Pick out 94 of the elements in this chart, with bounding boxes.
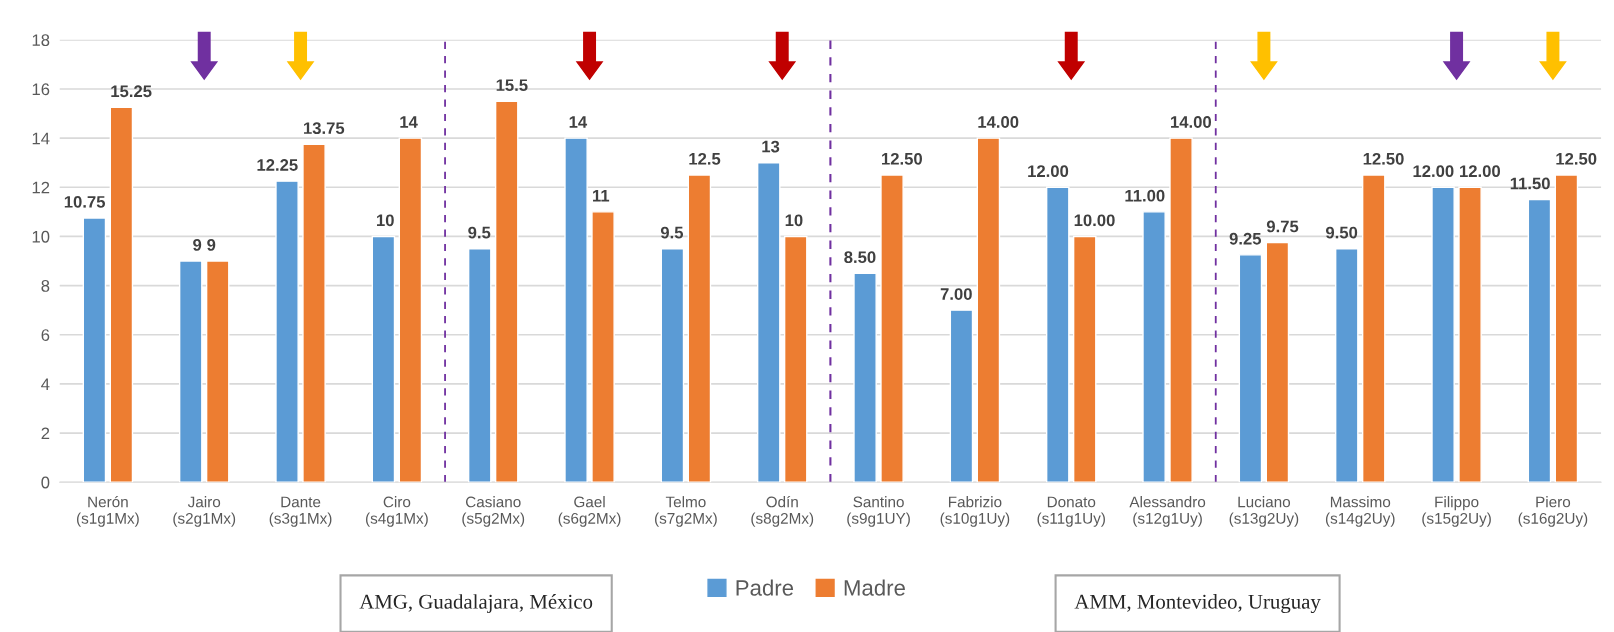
- bar: [783, 235, 808, 483]
- data-label: 12.5: [689, 152, 721, 165]
- x-tick-label: Alessandro (s12g1Uy): [1129, 496, 1206, 527]
- data-label: 9.5: [660, 226, 684, 239]
- data-label: 10: [785, 214, 803, 227]
- data-label: 9.50: [1325, 226, 1358, 239]
- bar: [467, 248, 492, 483]
- data-label: 15.25: [111, 85, 152, 98]
- bar: [494, 100, 519, 483]
- data-label: 9.75: [1266, 220, 1299, 233]
- bar: [275, 180, 299, 483]
- bar: [591, 211, 615, 483]
- x-tick-label: Dante (s3g1Mx): [269, 496, 332, 527]
- x-tick-label: Nerón (s1g1Mx): [77, 495, 139, 527]
- data-label: 12.00: [1460, 165, 1501, 178]
- bar: [398, 137, 423, 483]
- bar: [880, 174, 904, 483]
- bar: [178, 260, 203, 483]
- x-tick-label: Filippo (s15g2Uy): [1422, 496, 1491, 527]
- x-tick-label: Donato (s11g1Uy): [1037, 496, 1105, 527]
- bar: [976, 137, 1001, 483]
- y-tick-label: 2: [41, 427, 50, 440]
- bar: [1334, 248, 1359, 483]
- x-tick-label: Telmo (s7g2Mx): [655, 496, 717, 527]
- bar: [949, 309, 974, 483]
- data-label: 13: [762, 140, 780, 153]
- data-label: 9: [193, 238, 202, 251]
- bar: [109, 106, 134, 483]
- bar: [756, 162, 781, 483]
- bar: [1265, 241, 1290, 483]
- data-label: 11.00: [1125, 189, 1165, 202]
- bar: [1238, 254, 1263, 483]
- data-label: 11: [593, 189, 610, 202]
- data-label: 11.50: [1510, 177, 1550, 190]
- bar: [1431, 186, 1455, 483]
- text: AMG, Guadalajara, México: [359, 594, 593, 614]
- bar: [1527, 198, 1552, 483]
- data-label: 15.5: [496, 79, 528, 92]
- data-label: 10.75: [64, 195, 106, 208]
- bar: [1458, 186, 1482, 483]
- bar: [853, 272, 877, 483]
- data-label: 14: [569, 116, 588, 128]
- data-label: 9.25: [1229, 232, 1262, 245]
- data-label: 12.50: [1363, 152, 1404, 165]
- data-label: 12.25: [257, 159, 298, 171]
- data-label: 12.00: [1028, 165, 1069, 178]
- x-tick-label: Casiano (s5g2Mx): [462, 496, 525, 527]
- bar: [1361, 174, 1386, 483]
- bar: [1045, 186, 1070, 483]
- bar: [1072, 235, 1097, 483]
- bar: [687, 174, 712, 483]
- x-tick-label: Piero (s16g2Uy): [1518, 496, 1588, 527]
- x-tick-label: Massimo (s14g2Uy): [1325, 496, 1395, 527]
- data-label: 14: [400, 116, 418, 128]
- data-label: 12.50: [1556, 152, 1597, 165]
- data-label: 14.00: [1171, 116, 1212, 128]
- legend-label: Padre: [736, 579, 794, 596]
- data-label: 7.00: [940, 288, 972, 300]
- y-tick-label: 6: [41, 329, 50, 341]
- y-tick-label: 8: [41, 279, 50, 292]
- bar: [82, 217, 107, 483]
- legend-label: Madre: [844, 579, 905, 596]
- data-label: 10: [377, 214, 394, 227]
- data-label: 12.00: [1413, 165, 1454, 178]
- x-tick-label: Odín (s8g2Mx): [751, 495, 814, 527]
- data-label: 14.00: [978, 116, 1019, 128]
- y-tick-label: 4: [41, 378, 50, 390]
- bar: [1142, 211, 1166, 483]
- bar: [371, 235, 396, 483]
- bar: [1554, 174, 1579, 483]
- y-tick-label: 0: [41, 476, 50, 489]
- y-tick-label: 14: [32, 132, 50, 145]
- data-label: 9.5: [468, 226, 491, 239]
- data-label: 8.50: [844, 251, 876, 264]
- data-label: 9: [207, 238, 216, 251]
- x-tick-label: Gael (s6g2Mx): [558, 496, 621, 527]
- bar: [205, 260, 230, 483]
- y-tick-label: 12: [32, 181, 50, 194]
- bar: [1169, 137, 1193, 483]
- x-tick-label: Jairo (s2g1Mx): [173, 496, 236, 527]
- text: AMM, Montevideo, Uruguay: [1074, 594, 1321, 614]
- y-tick-label: 18: [32, 34, 50, 47]
- bar: [302, 143, 326, 483]
- y-tick-label: 10: [32, 230, 50, 243]
- bar: [660, 248, 685, 483]
- x-tick-label: Ciro (s4g1Mx): [366, 496, 428, 527]
- data-label: 13.75: [304, 122, 345, 135]
- x-tick-label: Santino (s9g1UY): [847, 496, 910, 527]
- x-tick-label: Luciano (s13g2Uy): [1229, 496, 1299, 527]
- bar: [564, 137, 588, 483]
- data-label: 12.50: [882, 152, 922, 165]
- x-tick-label: Fabrizio (s10g1Uy): [940, 496, 1010, 527]
- data-label: 10.00: [1074, 214, 1115, 227]
- y-tick-label: 16: [32, 83, 50, 96]
